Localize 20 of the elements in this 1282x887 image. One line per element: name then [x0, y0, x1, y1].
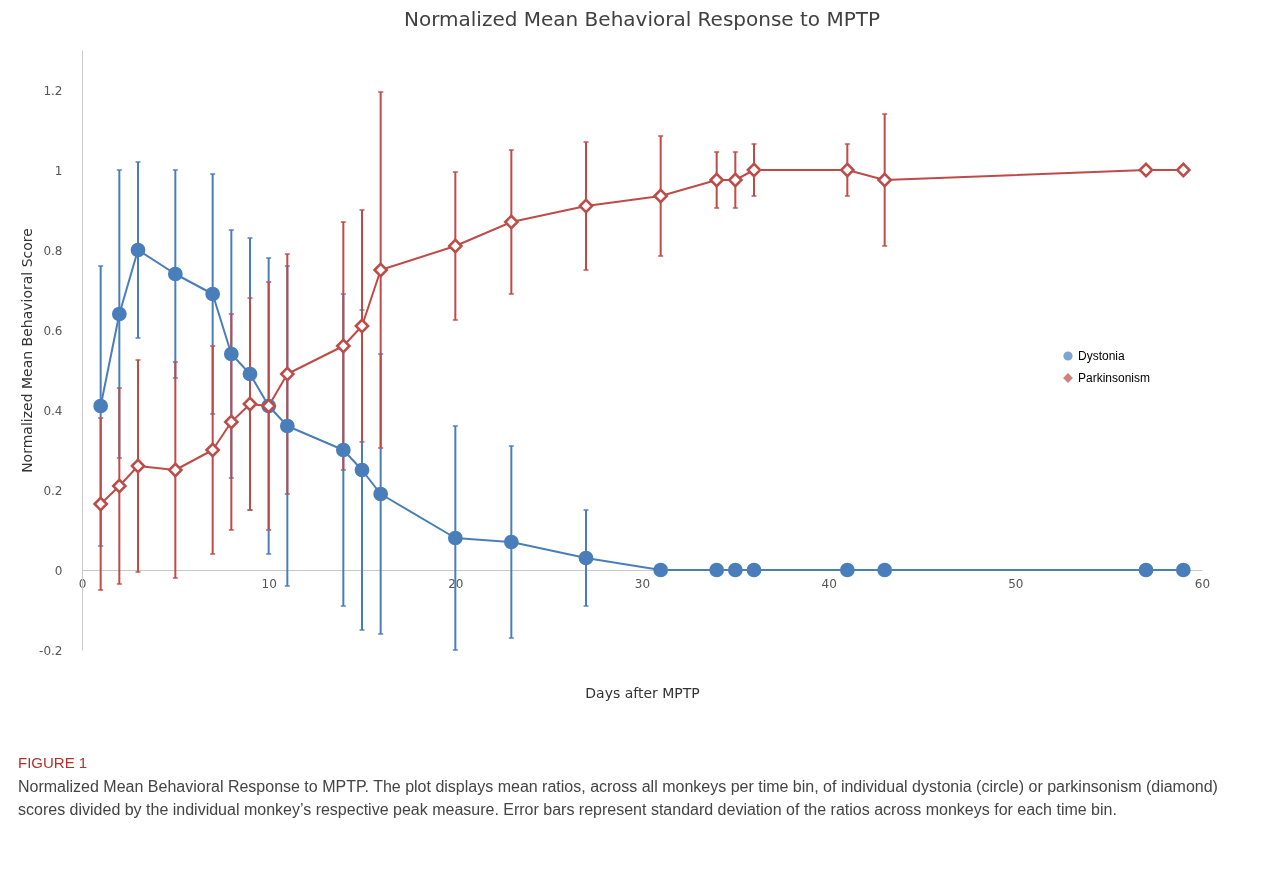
text: Normalized Mean Behavioral Response to MPTP. The plot displays mean ratios, across all monkeys per time bin, of individual dystonia (circle) or parkinsonism (diamond) scores divided by the individual monkey’s respective peak measure. Error bars represent standard deviation of the ratios across monkeys for each time bin.	[18, 777, 1219, 820]
y-tick-label: -0.2	[39, 643, 63, 658]
y-tick-label: 0.2	[43, 483, 63, 498]
x-tick-label: 50	[1008, 576, 1024, 591]
x-tick-label: 10	[261, 576, 277, 591]
y-tick-label: 0.6	[43, 323, 63, 338]
y-axis-title: Normalized Mean Behavioral Score	[19, 228, 36, 473]
y-tick-label: 0.4	[43, 403, 63, 418]
y-tick-label: 1.2	[43, 83, 63, 98]
y-tick-label: 0.8	[43, 243, 63, 258]
x-tick-label: 30	[634, 576, 651, 591]
y-tick-label: 1	[54, 163, 63, 178]
legend-label: Parkinsonism	[1078, 371, 1151, 385]
x-tick-label: 60	[1194, 576, 1211, 591]
legend-label: Dystonia	[1078, 349, 1126, 363]
x-axis-title: Days after MPTP	[585, 684, 700, 701]
chart-title: Normalized Mean Behavioral Response to MPTP	[403, 7, 881, 31]
x-tick-label: 40	[821, 576, 837, 591]
y-tick-label: 0	[54, 563, 63, 578]
caption: FIGURE 1	[18, 754, 89, 771]
